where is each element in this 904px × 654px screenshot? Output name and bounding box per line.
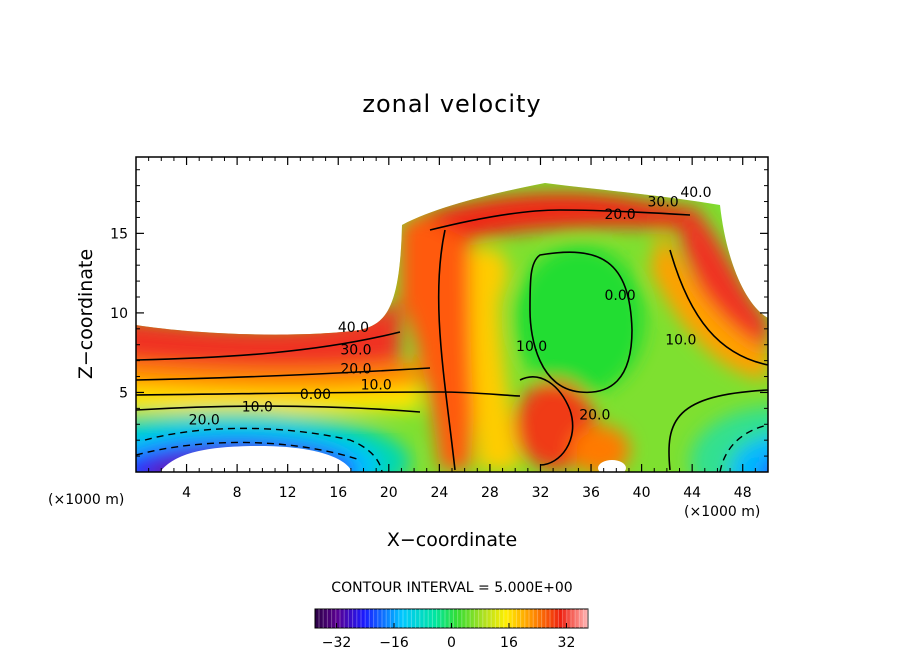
colorbar-tick-label: 16 (500, 635, 518, 651)
contour-label: 20.0 (340, 361, 371, 377)
contour-label: 20.0 (189, 412, 220, 428)
x-tick-label: 16 (329, 485, 347, 501)
y-axis-label: Z−coordinate (75, 249, 97, 379)
contour-label: 0.00 (605, 288, 636, 304)
contour-label: 20.0 (605, 207, 636, 223)
x-tick-label: 44 (683, 485, 701, 501)
colorbar-tick-label: 32 (558, 635, 576, 651)
y-tick-label: 15 (110, 226, 128, 242)
contour-labels: 40.030.020.010.00.0010.020.040.030.020.0… (189, 185, 712, 429)
contour-label: 40.0 (338, 320, 369, 336)
x-tick-label: 32 (532, 485, 550, 501)
colorbar-ticks: −32 −16 0 16 32 (322, 623, 576, 651)
x-tick-label: 4 (182, 485, 191, 501)
contour-label: 0.00 (300, 387, 331, 403)
contour-label: 10.0 (665, 333, 696, 349)
x-tick-label: 20 (380, 485, 398, 501)
x-tick-label: 12 (279, 485, 297, 501)
contour-label: 10.0 (516, 339, 547, 355)
contour-interval-note: CONTOUR INTERVAL = 5.000E+00 (331, 580, 572, 596)
x-axis-label: X−coordinate (387, 529, 517, 551)
colorbar-tick-label: −16 (379, 635, 409, 651)
colorbar-tick-label: −32 (322, 635, 352, 651)
contour-label: 30.0 (648, 194, 679, 210)
chart-title: zonal velocity (362, 90, 541, 118)
contour-fill (136, 183, 768, 472)
colorbar-stripes (318, 609, 589, 628)
contour-label: 30.0 (340, 342, 371, 358)
x-tick-label: 24 (430, 485, 448, 501)
x-unit-left: (×1000 m) (48, 492, 124, 508)
contour-label: 10.0 (242, 400, 273, 416)
y-tick-label: 5 (119, 385, 128, 401)
x-tick-label: 8 (233, 485, 242, 501)
x-tick-label: 28 (481, 485, 499, 501)
x-unit-right: (×1000 m) (684, 504, 760, 520)
x-tick-label: 48 (734, 485, 752, 501)
y-axis-ticks: 5 10 15 (110, 169, 768, 457)
y-tick-label: 10 (110, 306, 128, 322)
contour-label: 40.0 (680, 185, 711, 201)
x-tick-label: 40 (633, 485, 651, 501)
x-tick-label: 36 (582, 485, 600, 501)
colorbar-tick-label: 0 (447, 635, 456, 651)
contour-label: 10.0 (361, 377, 392, 393)
contour-label: 20.0 (579, 408, 610, 424)
x-axis-ticks: 4 8 12 16 20 24 28 32 36 40 44 48 (148, 157, 756, 501)
